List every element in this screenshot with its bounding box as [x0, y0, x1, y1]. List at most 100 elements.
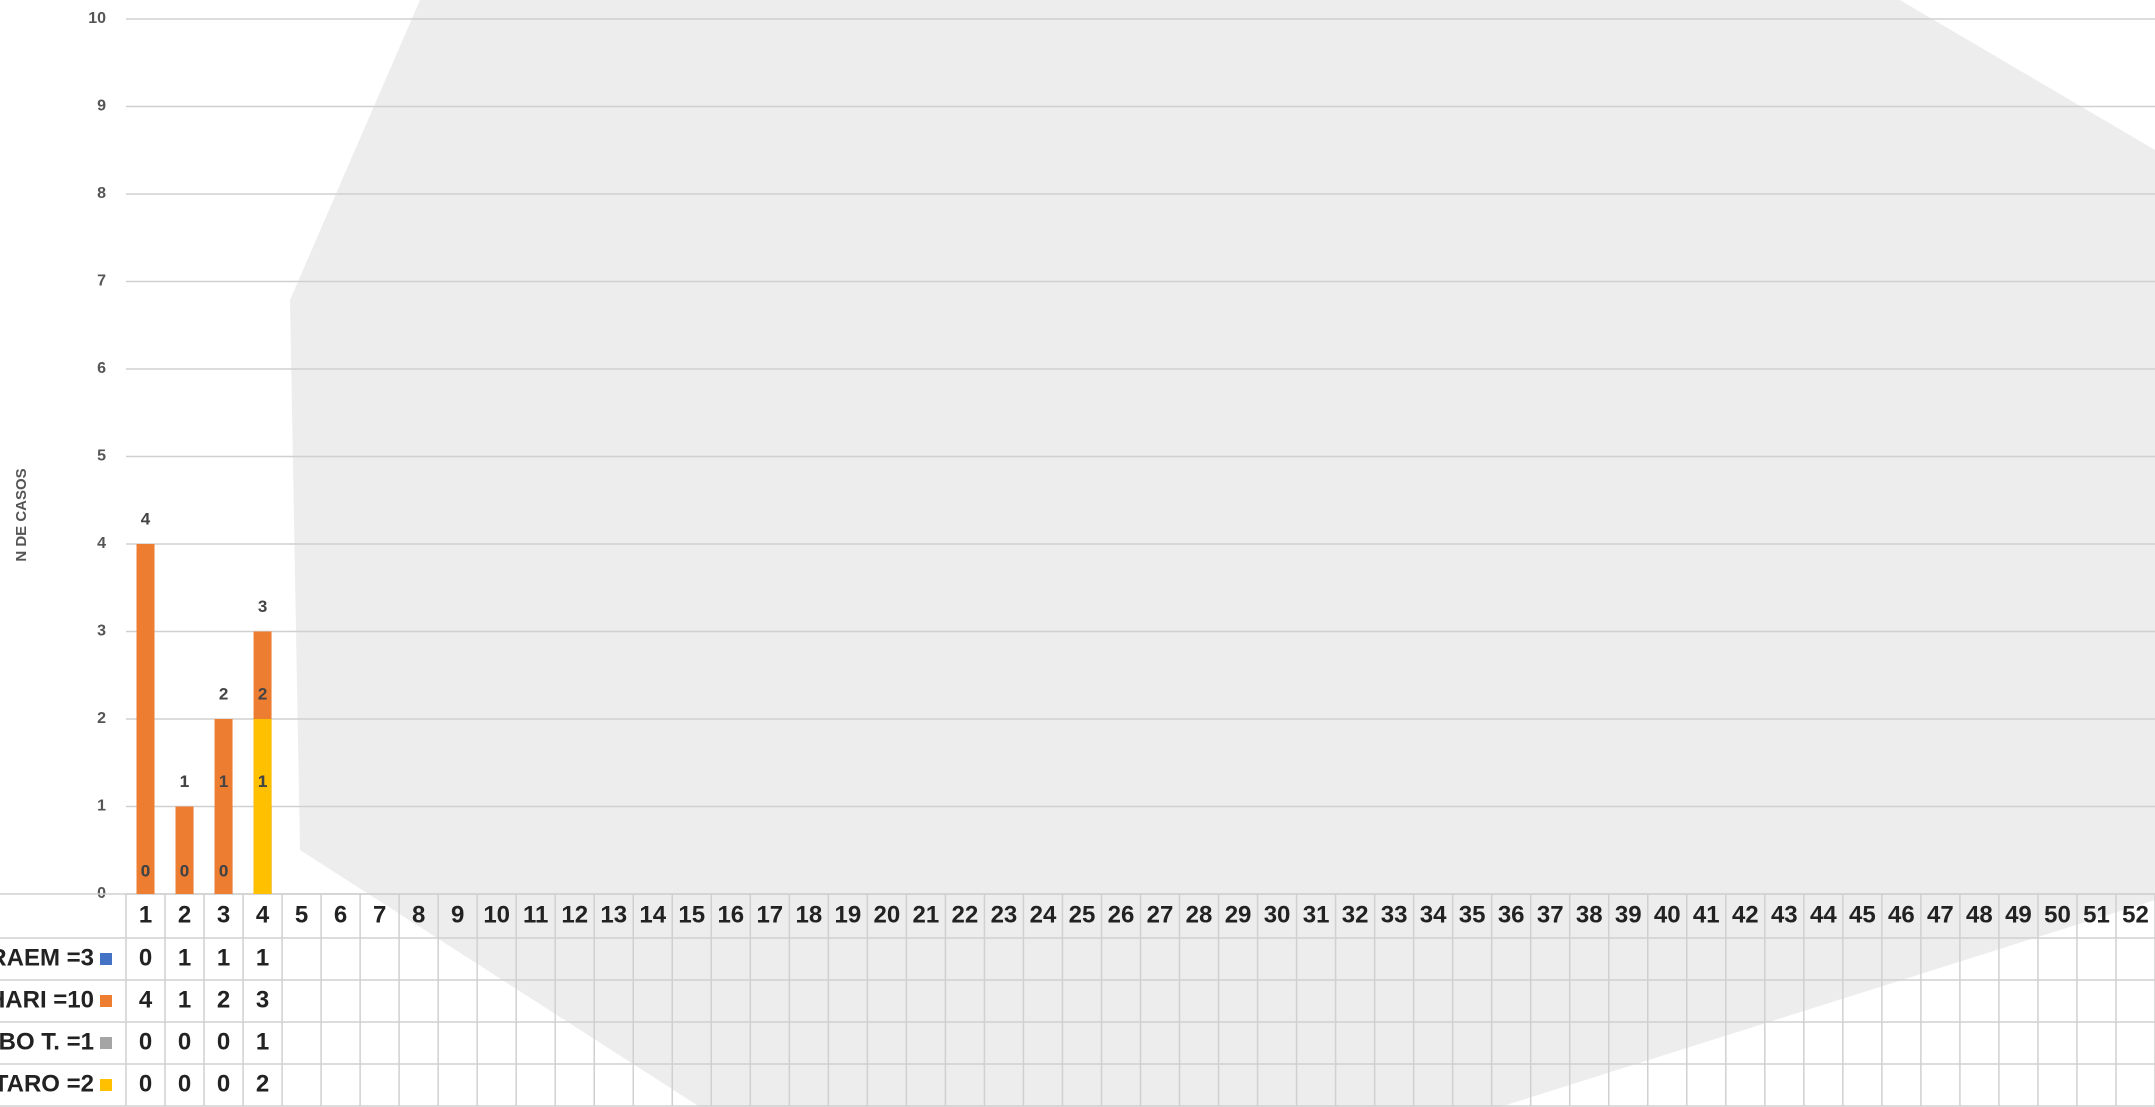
x-tick-label: 29	[1225, 901, 1252, 928]
x-tick-label: 28	[1186, 901, 1213, 928]
data-label: 4	[141, 509, 151, 528]
y-tick-label: 3	[97, 623, 106, 640]
x-tick-label: 14	[639, 901, 666, 928]
x-tick-label: 23	[991, 901, 1018, 928]
bar	[136, 544, 155, 894]
table-cell: 0	[217, 1070, 230, 1097]
x-tick-label: 47	[1927, 901, 1954, 928]
x-tick-label: 34	[1420, 901, 1447, 928]
y-tick-label: 7	[97, 273, 106, 290]
x-tick-label: 37	[1537, 901, 1564, 928]
x-tick-label: 20	[874, 901, 901, 928]
x-tick-label: 22	[952, 901, 979, 928]
y-tick-label: 5	[97, 448, 106, 465]
data-label: 0	[141, 861, 150, 880]
legend-label: BO T. =1	[0, 1028, 94, 1055]
y-tick-label: 2	[97, 710, 106, 727]
table-cell: 0	[217, 1028, 230, 1055]
legend-key	[100, 953, 112, 965]
x-tick-label: 52	[2122, 901, 2149, 928]
data-label: 1	[219, 772, 228, 791]
x-tick-label: 6	[334, 901, 347, 928]
data-label: 1	[258, 772, 267, 791]
bar	[214, 719, 233, 894]
x-tick-label: 40	[1654, 901, 1681, 928]
x-tick-label: 3	[217, 901, 230, 928]
x-tick-label: 46	[1888, 901, 1915, 928]
x-tick-label: 13	[600, 901, 627, 928]
x-tick-label: 41	[1693, 901, 1720, 928]
x-tick-label: 12	[561, 901, 588, 928]
x-tick-label: 10	[483, 901, 510, 928]
y-tick-label: 4	[97, 535, 106, 552]
table-cell: 1	[178, 944, 191, 971]
x-tick-label: 7	[373, 901, 386, 928]
data-label: 0	[219, 861, 228, 880]
data-label: 0	[180, 861, 189, 880]
table-cell: 0	[139, 1028, 152, 1055]
x-tick-label: 51	[2083, 901, 2110, 928]
data-label: 3	[258, 597, 267, 616]
table-cell: 1	[178, 986, 191, 1013]
x-tick-label: 48	[1966, 901, 1993, 928]
y-tick-label: 6	[97, 360, 106, 377]
data-label: 0	[141, 861, 150, 880]
data-label: 0	[141, 861, 150, 880]
x-tick-label: 19	[835, 901, 862, 928]
x-tick-label: 17	[756, 901, 783, 928]
x-tick-label: 43	[1771, 901, 1798, 928]
data-label: 0	[180, 861, 189, 880]
background-photo	[290, 0, 2155, 1107]
x-tick-label: 39	[1615, 901, 1642, 928]
table-cell: 2	[256, 1070, 269, 1097]
x-tick-label: 25	[1069, 901, 1096, 928]
x-tick-label: 15	[678, 901, 705, 928]
table-cell: 4	[139, 986, 153, 1013]
x-tick-label: 30	[1264, 901, 1291, 928]
table-cell: 1	[256, 944, 269, 971]
y-tick-label: 8	[97, 185, 106, 202]
table-cell: 3	[256, 986, 269, 1013]
x-tick-label: 32	[1342, 901, 1369, 928]
x-tick-label: 4	[256, 901, 270, 928]
x-tick-label: 35	[1459, 901, 1486, 928]
x-tick-label: 33	[1381, 901, 1408, 928]
table-cell: 1	[217, 944, 230, 971]
y-axis-title: N DE CASOS	[13, 468, 30, 561]
table-cell: 1	[256, 1028, 269, 1055]
x-tick-label: 27	[1147, 901, 1174, 928]
x-tick-label: 8	[412, 901, 425, 928]
legend-key	[100, 1079, 112, 1091]
legend-label: HARI =10	[0, 986, 94, 1013]
legend-label: RAEM =3	[0, 944, 94, 971]
table-cell: 0	[139, 1070, 152, 1097]
table-cell: 0	[178, 1070, 191, 1097]
x-tick-label: 9	[451, 901, 464, 928]
y-tick-label: 10	[88, 10, 106, 27]
x-tick-label: 38	[1576, 901, 1603, 928]
data-label: 1	[180, 772, 189, 791]
x-tick-label: 26	[1108, 901, 1135, 928]
x-tick-label: 5	[295, 901, 308, 928]
legend-label: NTARO =2	[0, 1070, 94, 1097]
data-label: 1	[258, 772, 267, 791]
x-tick-label: 36	[1498, 901, 1525, 928]
data-label: 2	[258, 684, 267, 703]
x-tick-label: 42	[1732, 901, 1759, 928]
legend-key	[100, 995, 112, 1007]
bar	[175, 806, 194, 894]
x-tick-label: 31	[1303, 901, 1330, 928]
x-tick-label: 21	[913, 901, 940, 928]
table-cell: 0	[139, 944, 152, 971]
x-tick-label: 11	[523, 901, 548, 928]
x-tick-label: 44	[1810, 901, 1837, 928]
data-label: 1	[180, 772, 189, 791]
bar	[253, 719, 272, 894]
legend-key	[100, 1037, 112, 1049]
data-label: 2	[219, 684, 228, 703]
table-cell: 2	[217, 986, 230, 1013]
x-tick-label: 16	[717, 901, 744, 928]
x-tick-label: 50	[2044, 901, 2071, 928]
x-tick-label: 18	[795, 901, 822, 928]
